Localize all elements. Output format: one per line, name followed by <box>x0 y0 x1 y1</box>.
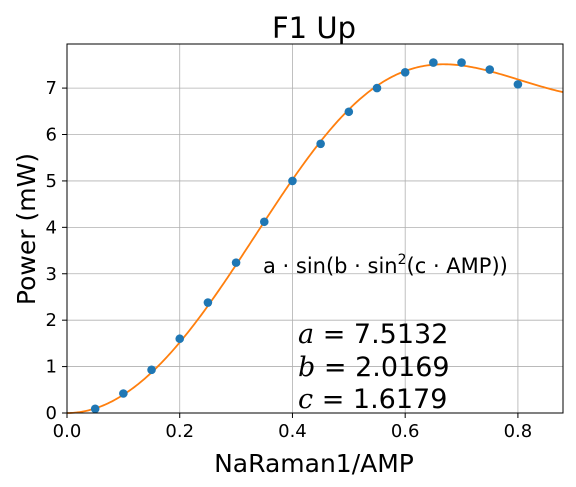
x-tick-label: 0.0 <box>53 421 82 442</box>
plot-frame <box>66 43 564 414</box>
y-tick-label: 6 <box>46 125 57 146</box>
formula-main: a · sin(b · sin <box>263 254 398 278</box>
formula-tail: (c · AMP)) <box>407 254 508 278</box>
param-name: b <box>298 352 315 383</box>
y-tick-label: 7 <box>46 78 57 99</box>
fit-line-series <box>66 63 564 414</box>
x-tick-label: 0.4 <box>278 421 307 442</box>
param-name: c <box>298 384 313 415</box>
x-axis-label: NaRaman1/AMP <box>214 449 414 478</box>
data-point <box>400 68 410 77</box>
param-equals: = <box>313 384 353 415</box>
x-tick-label: 0.8 <box>504 421 533 442</box>
y-tick-label: 3 <box>46 264 57 285</box>
formula-superscript: 2 <box>398 252 407 268</box>
y-axis-label: Power (mW) <box>12 153 41 305</box>
data-points-series <box>90 58 523 414</box>
data-point <box>288 176 297 186</box>
param-equals: = <box>315 352 355 383</box>
data-point <box>90 404 100 414</box>
data-point <box>485 65 495 74</box>
data-point <box>372 83 382 93</box>
data-point <box>344 107 354 117</box>
data-point <box>147 365 156 375</box>
param-value: 2.0169 <box>355 352 449 383</box>
y-axis-ticks: 0 1 2 3 4 5 6 7 <box>46 78 67 424</box>
param-value: 7.5132 <box>354 319 448 350</box>
y-tick-label: 0 <box>46 403 57 424</box>
param-name: a <box>298 319 314 350</box>
y-tick-label: 1 <box>46 357 57 378</box>
param-value: 1.6179 <box>353 384 447 415</box>
y-tick-label: 5 <box>46 171 57 192</box>
data-point <box>119 389 128 398</box>
data-point <box>203 298 213 307</box>
data-point <box>231 258 241 267</box>
fit-param-a: a = 7.5132 <box>298 319 448 350</box>
data-point <box>259 217 269 227</box>
x-tick-label: 0.2 <box>165 421 194 442</box>
data-point <box>513 80 523 89</box>
y-tick-label: 2 <box>46 310 57 331</box>
fit-param-c: c = 1.6179 <box>298 384 447 415</box>
x-axis-ticks: 0.0 0.2 0.4 0.6 0.8 <box>53 413 533 442</box>
chart-title: F1 Up <box>272 11 356 45</box>
data-point <box>429 58 438 67</box>
x-tick-label: 0.6 <box>391 421 420 442</box>
data-point <box>175 334 185 344</box>
data-point <box>457 58 466 67</box>
fit-line <box>66 63 564 414</box>
fit-param-b: b = 2.0169 <box>298 352 450 383</box>
param-equals: = <box>314 319 354 350</box>
data-point <box>316 139 325 149</box>
y-tick-label: 4 <box>46 217 57 238</box>
fit-formula-annotation: a · sin(b · sin2(c · AMP)) <box>263 252 508 278</box>
